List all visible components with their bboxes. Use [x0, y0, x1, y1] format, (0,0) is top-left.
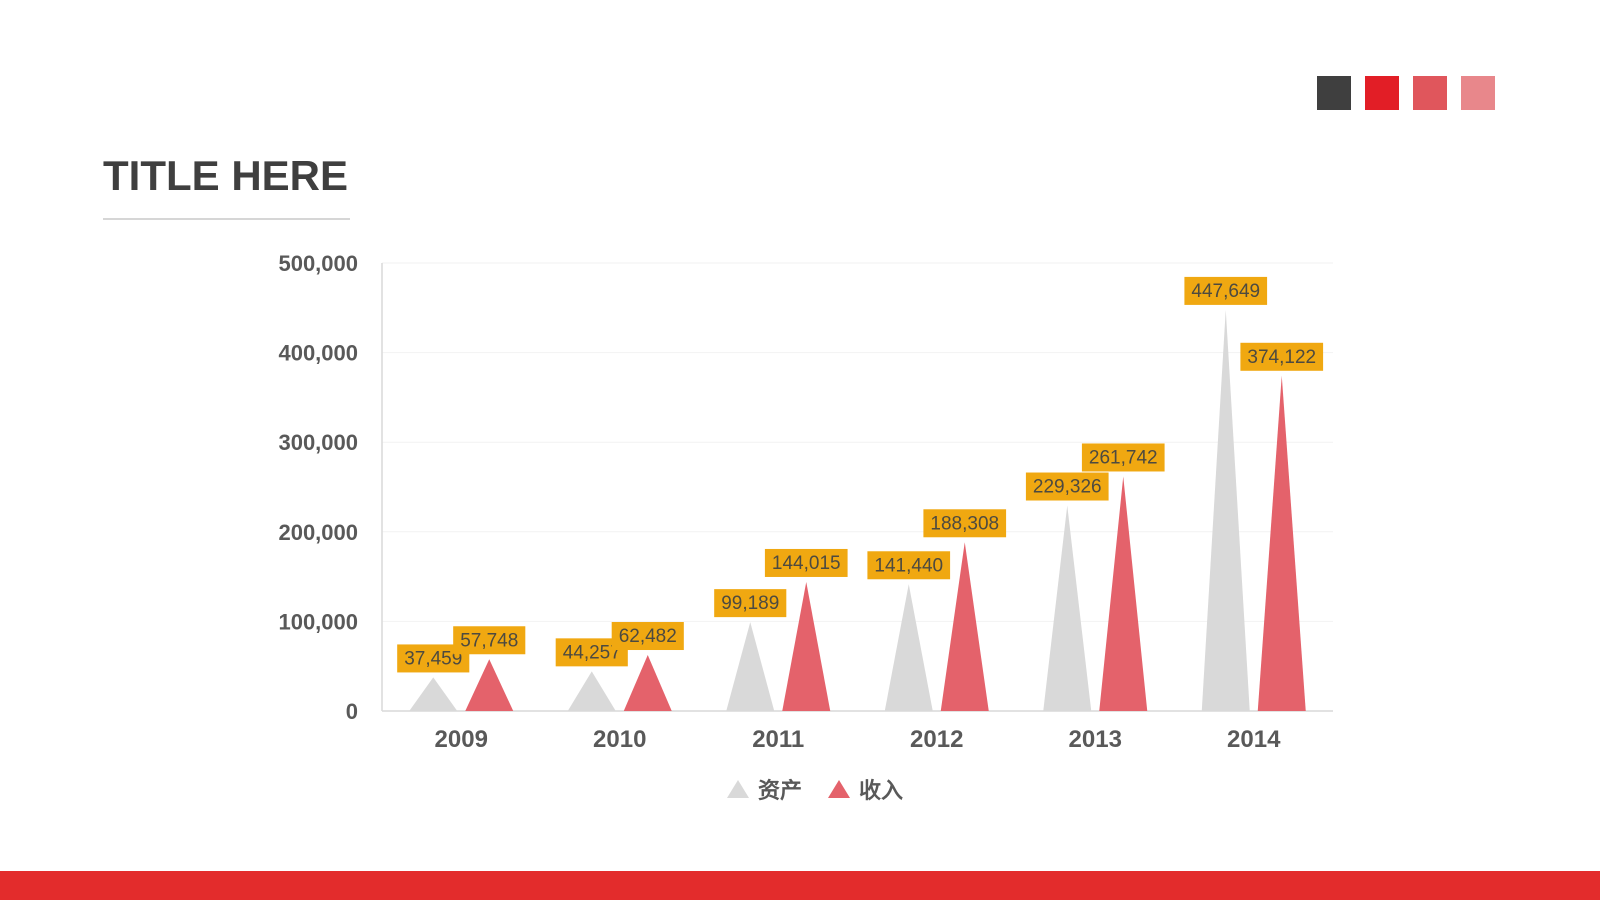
y-tick-label: 200,000 [278, 520, 358, 545]
footer-accent-bar [0, 871, 1600, 900]
data-label-value: 62,482 [619, 626, 677, 647]
palette-swatch-light-red [1461, 76, 1495, 110]
legend-item-1: 收入 [828, 773, 903, 805]
series-1-triangle-2013 [1099, 476, 1148, 711]
data-label-value: 141,440 [874, 555, 943, 576]
data-label-value: 447,649 [1191, 281, 1260, 302]
data-label-box [1025, 472, 1109, 501]
chart-region: 0 100,000 200,000 300,000 400,000 500,000 2009… [240, 245, 1350, 810]
data-label-value: 261,742 [1089, 447, 1158, 468]
data-label-box [764, 548, 848, 577]
series-0-triangle-2012 [884, 584, 933, 711]
chart-legend: 资产 收入 [260, 772, 1370, 806]
data-label-value: 99,189 [721, 593, 779, 614]
data-label-box [1240, 342, 1324, 371]
y-tick-label: 100,000 [278, 609, 358, 634]
series-1-triangle-2011 [782, 581, 831, 711]
series-1-triangle-2012 [940, 542, 989, 711]
palette-swatches [1317, 76, 1495, 110]
data-label-box [611, 622, 684, 651]
y-tick-label: 400,000 [278, 341, 358, 366]
category-label: 2010 [593, 726, 646, 753]
data-label-value: 188,308 [930, 513, 999, 534]
category-label: 2013 [1069, 726, 1122, 753]
data-label-value: 44,257 [563, 642, 621, 663]
series-0-triangle-2013 [1043, 505, 1092, 711]
y-tick-label: 500,000 [278, 251, 358, 276]
series-0-triangle-2009 [409, 677, 458, 711]
data-label-value: 229,326 [1033, 477, 1102, 498]
palette-swatch-bright-red [1365, 76, 1399, 110]
y-tick-label: 300,000 [278, 430, 358, 455]
legend-item-0: 资产 [726, 773, 802, 805]
triangle-column-chart: 0 100,000 200,000 300,000 400,000 500,000 2009… [278, 251, 1333, 753]
data-label-value: 144,015 [772, 553, 841, 574]
category-label: 2014 [1227, 726, 1281, 753]
data-label-box [453, 626, 526, 655]
data-label-box [1184, 276, 1268, 305]
legend-triangle-icon [828, 780, 850, 798]
category-label: 2012 [910, 726, 963, 753]
series-0-triangle-2010 [567, 671, 616, 711]
series-1-triangle-2009 [465, 659, 514, 711]
palette-swatch-medium-red [1413, 76, 1447, 110]
data-label-box [923, 509, 1007, 538]
data-label-value: 374,122 [1247, 347, 1316, 368]
category-label: 2009 [435, 726, 488, 753]
legend-label: 资产 [757, 778, 802, 803]
palette-swatch-dark-gray [1317, 76, 1351, 110]
title-underline [103, 218, 350, 220]
series-1-triangle-2010 [623, 655, 672, 711]
data-label-value: 57,748 [460, 630, 518, 651]
y-tick-label: 0 [346, 699, 358, 724]
legend-label: 收入 [859, 778, 904, 803]
category-label: 2011 [752, 726, 804, 753]
legend-triangle-icon [726, 780, 749, 798]
data-label-value: 37,459 [404, 648, 462, 669]
series-0-triangle-2011 [726, 622, 775, 711]
series-1-triangle-2014 [1257, 375, 1306, 711]
series-0-triangle-2014 [1201, 309, 1250, 711]
page-title: TITLE HERE [103, 152, 349, 199]
data-label-box [714, 589, 787, 618]
data-label-box [867, 551, 951, 580]
data-label-box [1081, 443, 1165, 472]
